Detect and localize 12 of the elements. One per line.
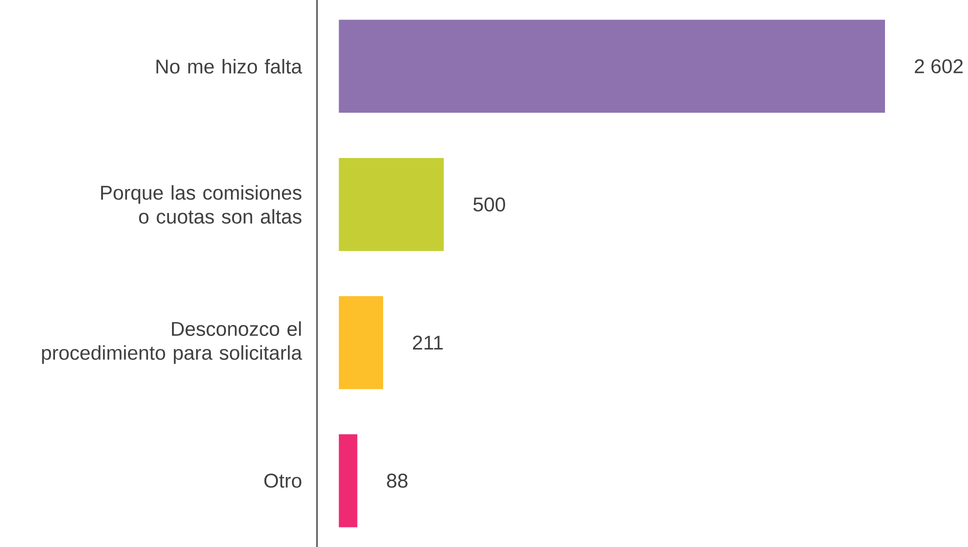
bar	[338, 296, 384, 390]
data-label: 2 602	[914, 59, 963, 74]
bar	[338, 434, 358, 528]
data-label: 211	[412, 336, 443, 350]
data-label: 500	[473, 197, 506, 212]
bar	[338, 20, 886, 113]
data-label: 88	[387, 474, 408, 488]
y-tick-label: Porque las comisiones o cuotas son altas	[101, 185, 302, 224]
bar	[338, 158, 444, 251]
y-tick-label: Otro	[264, 474, 302, 488]
y-tick-label: No me hizo falta	[156, 58, 302, 74]
y-tick-label: Desconozco el procedimiento para solicitarla	[42, 321, 302, 364]
